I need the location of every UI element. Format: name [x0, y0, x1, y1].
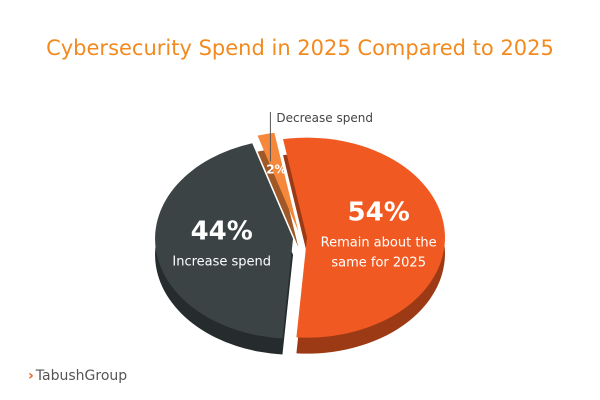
chart-title: Cybersecurity Spend in 2025 Compared to …	[46, 36, 554, 60]
slice	[283, 137, 445, 338]
slice-category: Decrease spend	[276, 111, 373, 125]
slice-side	[257, 148, 299, 248]
brand: TabushGroup	[28, 368, 127, 384]
slice	[155, 143, 294, 339]
slices	[155, 132, 445, 339]
slice-value: 54%	[347, 197, 410, 228]
slice-value: 44%	[190, 216, 253, 247]
slice-label: 44% Increase spend	[152, 216, 292, 272]
slice	[257, 132, 299, 232]
slice-value: 2%	[266, 162, 286, 176]
slice-category: Remain about the same for 2025	[320, 235, 437, 271]
slice-label: 54% Remain about the same for 2025	[309, 198, 449, 273]
slice-category: Increase spend	[172, 254, 272, 270]
